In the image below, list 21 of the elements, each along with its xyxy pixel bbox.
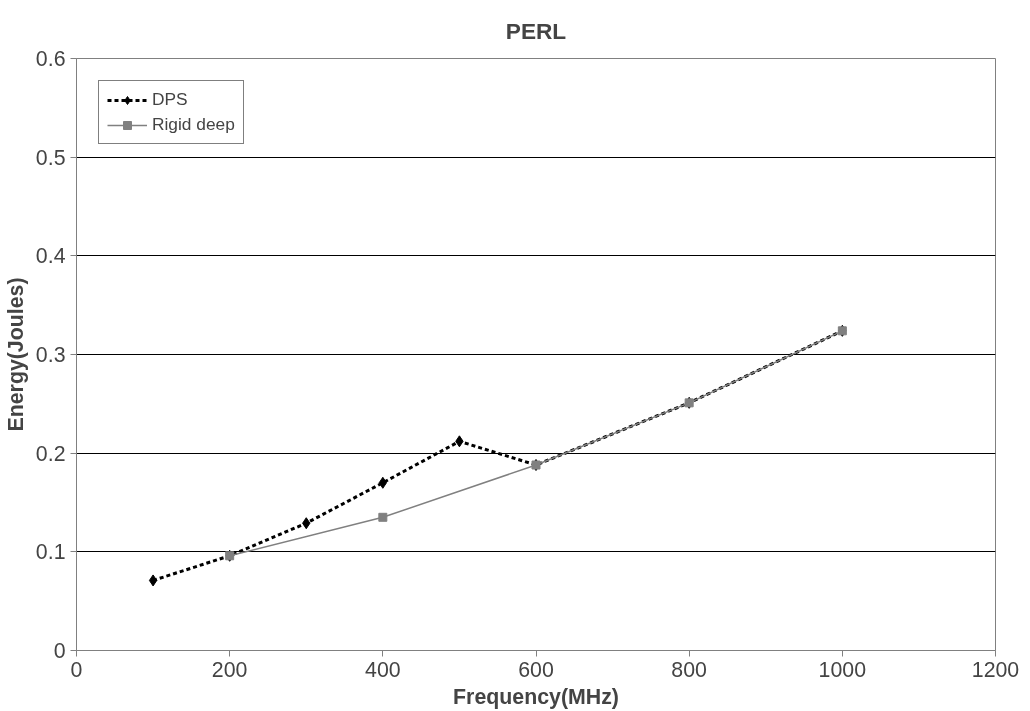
y-tick-label: 0.4 xyxy=(35,244,66,269)
x-tick-label: 400 xyxy=(365,657,401,682)
y-tick-label: 0.5 xyxy=(35,145,66,170)
x-tick-label: 1200 xyxy=(971,657,1020,682)
x-tick-label: 600 xyxy=(518,657,554,682)
y-tick-label: 0.6 xyxy=(35,47,66,71)
y-tick-label: 0.3 xyxy=(35,343,66,367)
chart-title: PERL xyxy=(505,17,567,44)
x-tick-label: 800 xyxy=(671,657,708,682)
point xyxy=(148,574,158,587)
y-tick-label: 0.1 xyxy=(35,540,66,565)
legend-label: Rigid deep xyxy=(152,114,235,135)
point xyxy=(378,512,388,522)
x-axis-title: Frequency(MHz) xyxy=(453,684,619,709)
x-tick-label: 200 xyxy=(211,657,248,682)
x-tick-label: 1000 xyxy=(818,657,867,682)
x-tick-label: 0 xyxy=(70,657,83,682)
y-axis-title: Energy(Joules) xyxy=(3,277,28,432)
legend-label: DPS xyxy=(152,89,188,110)
y-tick-label: 0 xyxy=(53,639,66,663)
y-tick-label: 0.2 xyxy=(35,441,66,466)
